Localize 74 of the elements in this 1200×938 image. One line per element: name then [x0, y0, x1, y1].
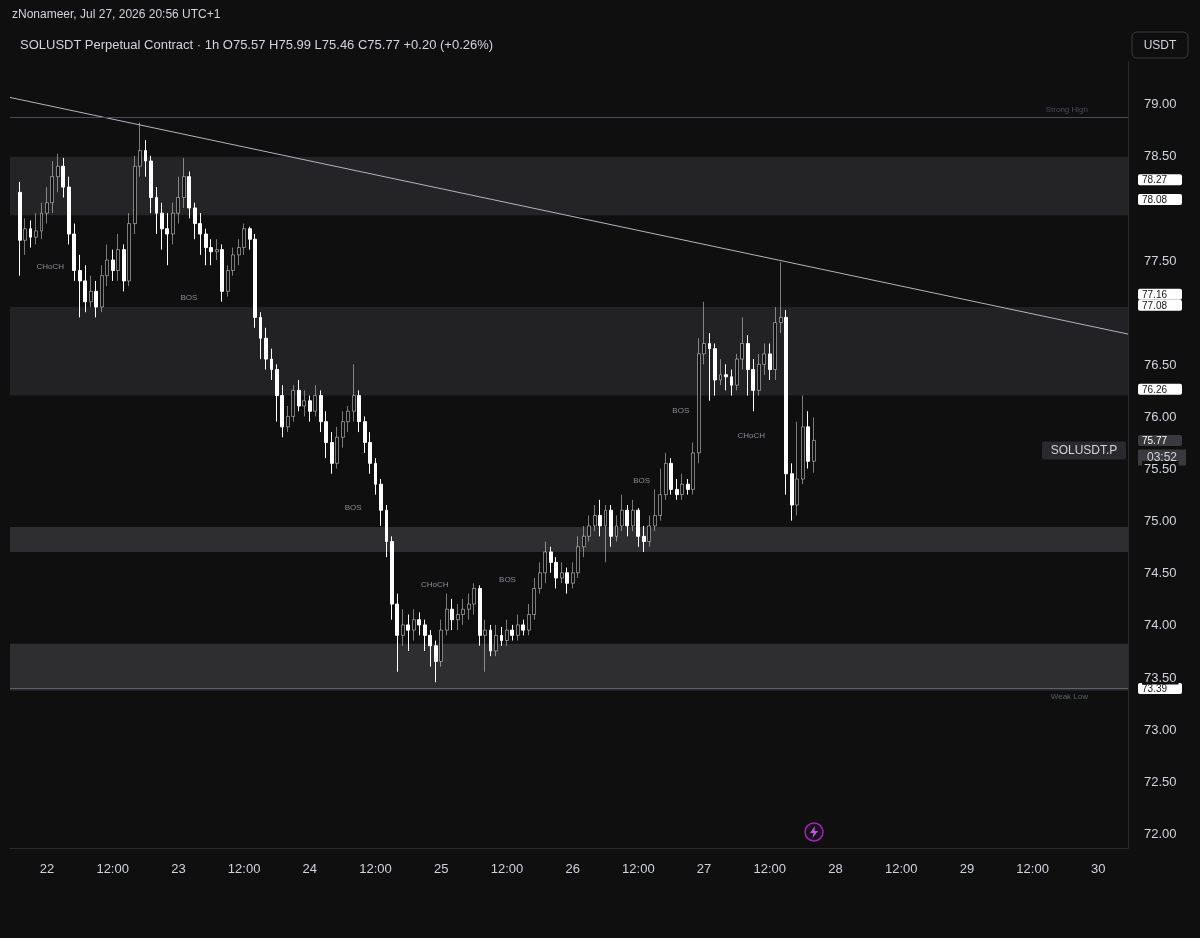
x-tick-label: 12:00	[359, 861, 392, 876]
candlestick	[264, 327, 268, 371]
y-tick-label: 75.50	[1144, 461, 1177, 477]
x-tick-label: 24	[302, 861, 318, 876]
x-tick-label: 12:00	[622, 861, 655, 876]
x-tick-label: 27	[696, 861, 712, 876]
y-tick-label: 77.16	[1142, 288, 1168, 300]
x-tick-label: 29	[959, 861, 975, 876]
annotation: CHoCH	[421, 580, 449, 590]
candlestick	[500, 626, 503, 647]
annotation: SOLUSDT.P	[1050, 443, 1118, 458]
annotation: BOS	[180, 292, 198, 302]
y-tick-label: 73.50	[1144, 669, 1177, 685]
x-tick-label: 12:00	[96, 861, 129, 876]
y-tick-label: 77.08	[1142, 299, 1168, 311]
chart-subtitle: zNonameer, Jul 27, 2026 20:56 UTC+1	[12, 7, 221, 21]
y-tick-label: 79.00	[1144, 96, 1177, 112]
candlestick	[604, 504, 607, 563]
annotation: BOS	[344, 503, 362, 513]
x-tick-label: 22	[39, 861, 55, 876]
annotation: CHoCH	[36, 261, 65, 271]
candlestick	[379, 478, 383, 527]
x-tick-label: 28	[828, 861, 843, 876]
candlestick	[730, 369, 733, 397]
x-tick-label: 12:00	[753, 861, 787, 876]
y-tick-label: 75.77	[1142, 434, 1168, 446]
y-tick-label: 78.27	[1142, 174, 1168, 186]
y-tick-label: 74.50	[1144, 565, 1177, 581]
y-tick-label: 76.26	[1142, 383, 1168, 395]
y-tick-label: 76.50	[1144, 356, 1177, 372]
candlestick	[270, 348, 273, 381]
candlestick	[708, 332, 711, 402]
candlestick	[29, 219, 32, 249]
annotation: BOS	[499, 574, 516, 584]
y-tick-label: 72.50	[1144, 773, 1177, 789]
x-tick-label: 12:00	[1016, 861, 1049, 876]
annotation: BOS	[633, 475, 651, 485]
y-tick-label: 72.00	[1144, 825, 1177, 841]
candlestick	[259, 311, 262, 360]
x-tick-label: 12:00	[490, 861, 524, 876]
candlestick	[489, 624, 492, 657]
y-tick-label: 78.08	[1142, 194, 1168, 206]
y-tick-label: 76.00	[1144, 408, 1177, 424]
y-tick-label: 77.50	[1144, 252, 1177, 268]
x-tick-label: 30	[1091, 861, 1106, 876]
candlestick	[609, 504, 613, 548]
candlestick	[615, 514, 618, 543]
ref-line-label: Weak Low	[1050, 692, 1089, 702]
candlestick	[812, 416, 816, 474]
x-tick-label: 12:00	[227, 861, 261, 876]
candlestick	[40, 202, 43, 240]
x-tick-label: 25	[433, 861, 449, 876]
candlestick	[724, 363, 728, 391]
y-tick-label: 73.00	[1144, 721, 1177, 737]
candlestick	[713, 342, 717, 397]
candlestick	[719, 358, 722, 386]
x-tick-label: 12:00	[884, 861, 918, 876]
chart-title: SOLUSDT Perpetual Contract · 1h O75.57 H75.99 L75.46 C75.77 +0.20 (+0.26%)	[20, 37, 494, 52]
candlestick	[34, 212, 38, 245]
y-tick-label: 75.00	[1144, 513, 1177, 529]
candlestick	[155, 186, 158, 235]
candlestick	[494, 624, 498, 657]
candlestick	[144, 139, 147, 178]
y-tick-label: 74.00	[1144, 617, 1177, 633]
y-tick-label: 78.50	[1144, 148, 1177, 164]
x-tick-label: 23	[171, 861, 186, 876]
annotation: CHoCH	[737, 430, 766, 440]
text: USDT	[1143, 38, 1177, 52]
candlestick	[385, 504, 388, 558]
x-tick-label: 26	[565, 861, 580, 876]
candlestick	[374, 457, 377, 496]
y-tick-label: 73.39	[1142, 683, 1168, 695]
annotation: BOS	[672, 406, 690, 416]
candlestick	[149, 155, 153, 214]
